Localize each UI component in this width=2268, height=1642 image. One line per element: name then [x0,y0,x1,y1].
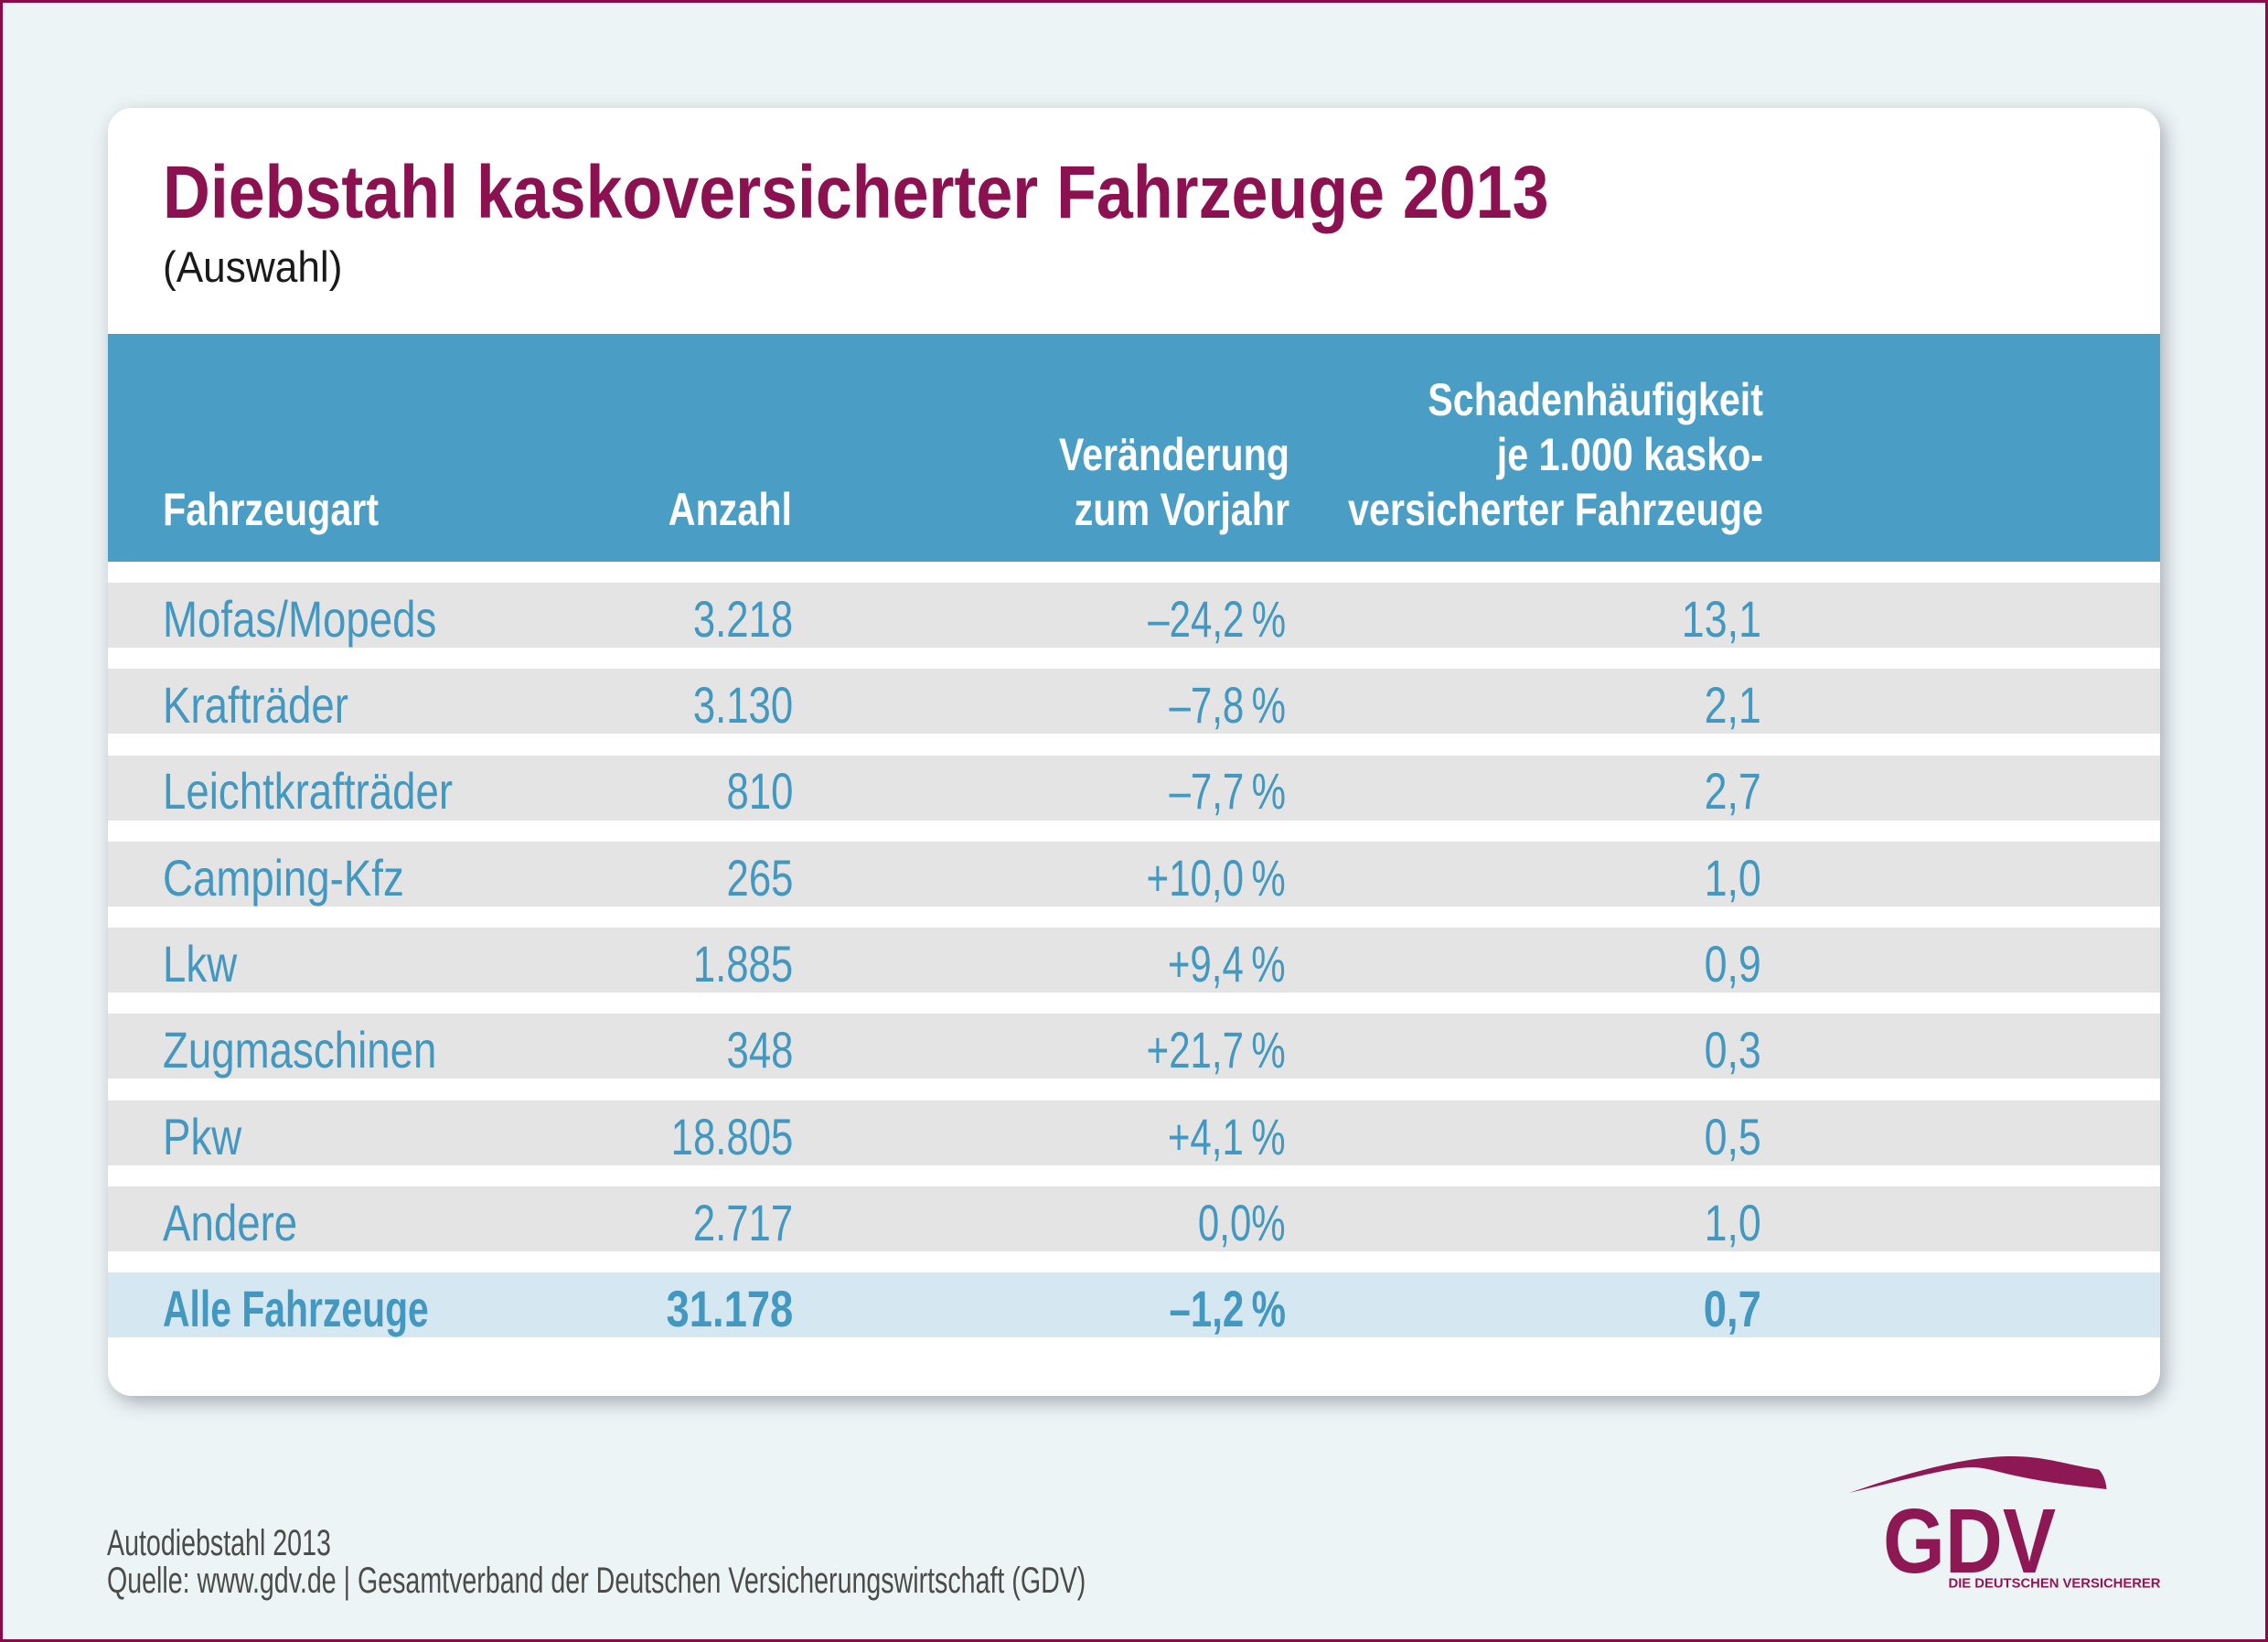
svg-text:GDV: GDV [1883,1490,2056,1593]
svg-text:DIE DEUTSCHEN VERSICHERER: DIE DEUTSCHEN VERSICHERER [1949,1577,2162,1592]
